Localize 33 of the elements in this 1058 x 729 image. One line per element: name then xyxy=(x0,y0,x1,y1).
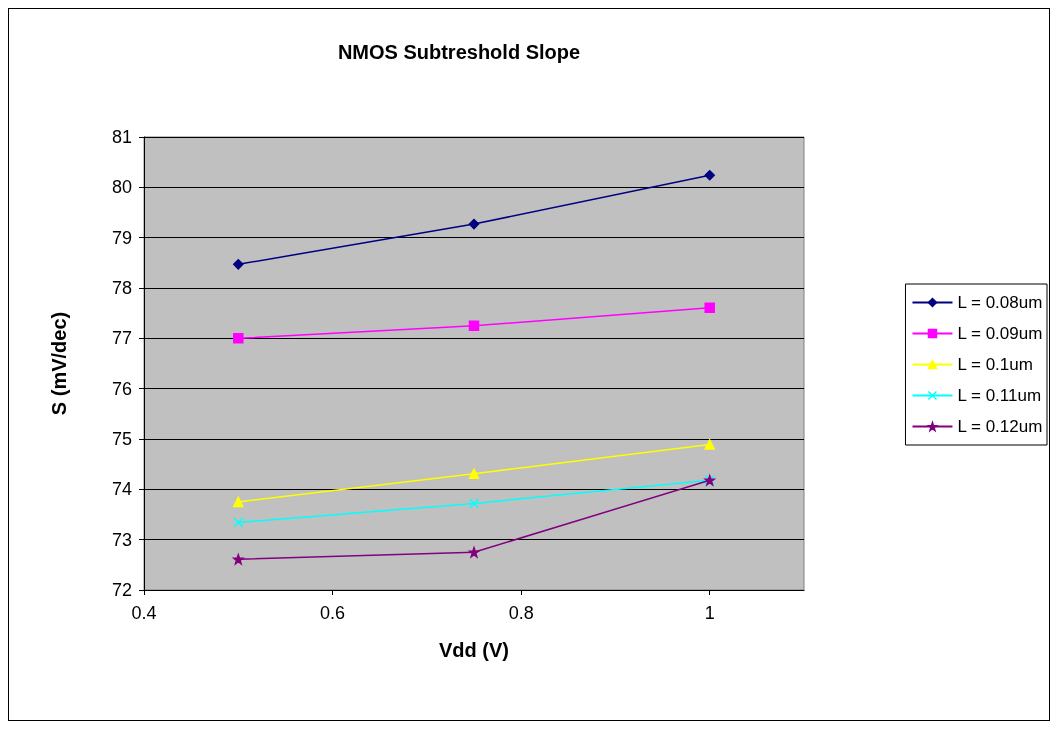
y-tick-label: 81 xyxy=(111,127,132,147)
y-tick-label: 74 xyxy=(111,479,132,500)
x-tick-label: 0.4 xyxy=(131,603,157,623)
legend-label: L = 0.11um xyxy=(957,386,1042,405)
y-tick-label: 73 xyxy=(111,529,132,550)
y-tick-label: 78 xyxy=(111,278,132,298)
point xyxy=(468,468,480,479)
x-tick-label: 0.6 xyxy=(320,603,346,623)
legend-label: L = 0.1um xyxy=(957,355,1033,374)
legend-label: L = 0.08um xyxy=(957,293,1043,312)
point xyxy=(704,439,715,450)
point xyxy=(468,218,480,230)
chart-title: NMOS Subtreshold Slope xyxy=(337,41,581,63)
y-tick-label: 76 xyxy=(111,378,132,399)
point xyxy=(704,170,715,181)
x-tick-label: 1 xyxy=(704,603,715,623)
point xyxy=(233,259,244,270)
y-tick-label: 79 xyxy=(111,227,132,248)
point xyxy=(704,302,715,313)
x-tick-label: 0.8 xyxy=(508,603,534,623)
point xyxy=(468,498,480,509)
y-tick-label: 80 xyxy=(111,177,132,198)
point xyxy=(233,496,244,508)
x-axis-title: Vdd (V) xyxy=(439,639,509,661)
y-tick-label: 72 xyxy=(111,580,132,600)
point xyxy=(468,320,480,331)
y-axis-title: S (mV/dec) xyxy=(48,311,70,416)
y-tick-label: 75 xyxy=(111,429,132,449)
point xyxy=(233,333,244,344)
legend-label: L = 0.12um xyxy=(957,417,1043,436)
legend-label: L = 0.09um xyxy=(957,324,1043,343)
y-tick-label: 77 xyxy=(111,328,132,349)
point xyxy=(233,517,244,528)
